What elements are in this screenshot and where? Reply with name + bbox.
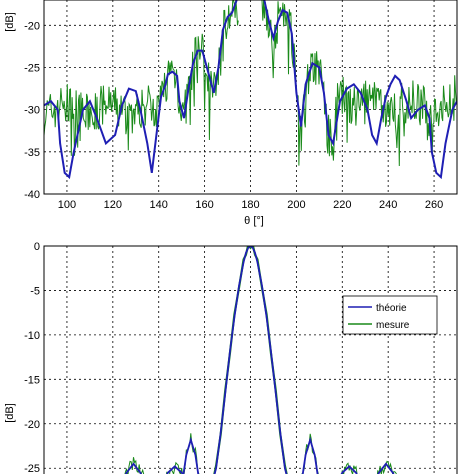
series-line-theorie-sidelobe [340,465,358,474]
bottom-y-tick-labels: 0 -5 -10 -15 -20 -25 [24,241,40,474]
series-line-theorie-right [263,0,457,180]
x-tick-label: 260 [425,199,443,211]
series-line-theorie-left [44,0,238,180]
series-line-mesure-main [213,246,288,474]
legend-box [342,295,438,335]
x-tick-label: 240 [379,199,397,211]
x-tick-label: 100 [58,199,76,211]
series-line-mesure-sidelobe [341,462,360,474]
top-series [44,0,457,180]
y-tick-label: -20 [24,20,40,32]
y-tick-label: -35 [24,147,40,159]
top-y-tick-labels: -20 -25 -30 -35 -40 [24,20,40,201]
x-tick-label: 180 [241,199,259,211]
series-line-theorie-main [213,246,288,474]
y-tick-label: -25 [24,62,40,74]
bottom-series [124,246,397,474]
x-tick-label: 220 [333,199,351,211]
series-line-theorie-sidelobe [377,462,395,474]
y-tick-label: -20 [24,419,40,431]
y-tick-label: 0 [34,241,40,253]
y-tick-label: -10 [24,330,40,342]
top-y-axis-label: [dB] [4,12,16,32]
series-line-theorie-sidelobe [182,436,200,474]
series-line-mesure-left [44,0,239,156]
y-tick-label: -15 [24,374,40,386]
x-tick-label: 120 [104,199,122,211]
legend-label-mesure: mesure [376,320,410,331]
top-grid [44,0,457,194]
y-tick-label: -25 [24,463,40,474]
bottom-axes-frame [43,245,458,474]
bottom-grid [44,246,457,474]
legend: théorie mesure [342,295,438,335]
top-x-tick-labels: 100 120 140 160 180 200 220 240 260 [58,199,443,211]
y-tick-label: -5 [30,285,40,297]
top-x-axis-label: θ [°] [244,215,264,227]
x-tick-label: 200 [287,199,305,211]
legend-label-theorie: théorie [376,303,407,314]
series-line-mesure-right [261,0,457,167]
bottom-chart: 0 -5 -10 -15 -20 -25 [dB] théorie mesure [4,241,458,474]
series-line-theorie-sidelobe [166,465,184,474]
bottom-y-axis-label: [dB] [4,403,16,423]
series-line-theorie-sidelobe [124,462,143,474]
series-line-mesure-sidelobe [165,461,183,474]
x-tick-label: 160 [195,199,213,211]
series-line-theorie-sidelobe [301,436,319,474]
y-tick-label: -40 [24,189,40,201]
top-axes-frame [43,0,458,195]
series-line-mesure-sidelobe [124,457,145,474]
top-chart: 100 120 140 160 180 200 220 240 260 -20 -25 -30 -35… [4,0,458,227]
x-tick-label: 140 [150,199,168,211]
y-tick-label: -30 [24,105,40,117]
